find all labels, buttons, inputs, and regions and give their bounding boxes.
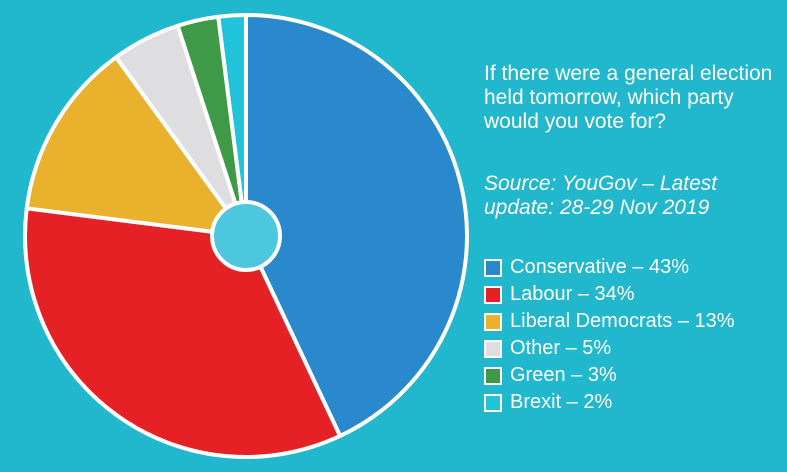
legend-swatch-conservative xyxy=(484,258,502,277)
legend-item-other: Other – 5% xyxy=(484,335,735,362)
legend-swatch-labour xyxy=(484,285,502,304)
legend-swatch-liberal-democrats xyxy=(484,312,502,331)
legend-label-other: Other – 5% xyxy=(510,337,612,359)
pie-slice-labour xyxy=(23,206,343,459)
pie-slice-conservative xyxy=(244,13,469,438)
legend-label-labour: Labour – 34% xyxy=(510,283,635,305)
legend-swatch-brexit xyxy=(484,393,502,412)
legend-item-labour: Labour – 34% xyxy=(484,281,735,308)
legend-item-green: Green – 3% xyxy=(484,362,735,389)
legend-label-green: Green – 3% xyxy=(510,364,617,386)
chart-title: If there were a general election held to… xyxy=(484,62,773,133)
legend-label-conservative: Conservative – 43% xyxy=(510,256,689,278)
legend-label-brexit: Brexit – 2% xyxy=(510,391,613,413)
pie-center-hole xyxy=(210,200,282,272)
chart-source: Source: YouGov – Latest update: 28-29 No… xyxy=(484,172,718,219)
pie-slice-brexit xyxy=(216,13,248,238)
legend-swatch-green xyxy=(484,366,502,385)
legend: Conservative – 43% Labour – 34% Liberal … xyxy=(484,254,735,416)
legend-label-liberal-democrats: Liberal Democrats – 13% xyxy=(510,310,735,332)
legend-item-conservative: Conservative – 43% xyxy=(484,254,735,281)
legend-item-liberal-democrats: Liberal Democrats – 13% xyxy=(484,308,735,335)
legend-swatch-other xyxy=(484,339,502,358)
legend-item-brexit: Brexit – 2% xyxy=(484,389,735,416)
pie-slice-liberal-democrats xyxy=(24,55,248,238)
